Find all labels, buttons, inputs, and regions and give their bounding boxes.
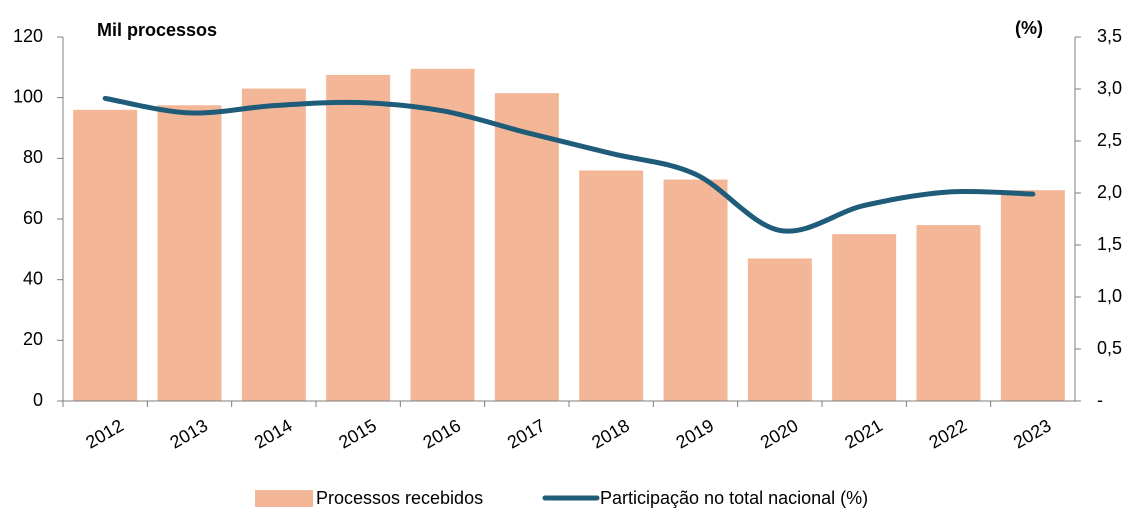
bar xyxy=(494,93,559,401)
y2-tick-label: - xyxy=(1097,390,1103,410)
legend-label: Participação no total nacional (%) xyxy=(600,488,868,508)
chart-title: Mil processos xyxy=(97,20,217,40)
y-tick-label: 20 xyxy=(23,329,43,349)
x-tick-label: 2014 xyxy=(251,415,296,452)
y-tick-label: 100 xyxy=(13,86,43,106)
x-tick-label: 2023 xyxy=(1010,415,1055,452)
bar xyxy=(579,170,644,401)
y-tick-label: 120 xyxy=(13,26,43,46)
x-tick-label: 2016 xyxy=(420,415,465,452)
legend-label: Processos recebidos xyxy=(316,488,483,508)
bar xyxy=(1000,190,1065,401)
bar xyxy=(326,74,391,402)
y2-tick-label: 1,0 xyxy=(1097,286,1122,306)
bar xyxy=(832,234,897,401)
legend-swatch xyxy=(255,490,313,507)
y2-tick-label: 1,5 xyxy=(1097,234,1122,254)
bar xyxy=(916,225,981,401)
bar xyxy=(241,88,306,402)
x-tick-label: 2018 xyxy=(588,415,633,452)
y-tick-label: 80 xyxy=(23,147,43,167)
y-tick-label: 0 xyxy=(33,390,43,410)
bar xyxy=(663,179,728,401)
y2-axis-label: (%) xyxy=(1015,18,1043,38)
line xyxy=(102,95,1036,234)
bar xyxy=(157,105,222,401)
y2-tick-label: 0,5 xyxy=(1097,338,1122,358)
y2-tick-label: 3,0 xyxy=(1097,78,1122,98)
y2-tick-label: 3,5 xyxy=(1097,26,1122,46)
x-tick-label: 2021 xyxy=(841,415,886,452)
x-tick-label: 2015 xyxy=(335,415,380,452)
bar xyxy=(747,258,812,401)
y2-tick-label: 2,0 xyxy=(1097,182,1122,202)
x-tick-label: 2020 xyxy=(757,415,802,452)
y-tick-label: 40 xyxy=(23,268,43,288)
y2-tick-label: 2,5 xyxy=(1097,130,1122,150)
x-tick-label: 2012 xyxy=(82,415,127,452)
bar xyxy=(73,109,138,402)
x-tick-label: 2022 xyxy=(926,415,971,452)
y-tick-label: 60 xyxy=(23,208,43,228)
x-tick-label: 2019 xyxy=(673,415,718,452)
bar xyxy=(410,68,475,401)
x-tick-label: 2013 xyxy=(167,415,212,452)
x-tick-label: 2017 xyxy=(504,415,549,452)
